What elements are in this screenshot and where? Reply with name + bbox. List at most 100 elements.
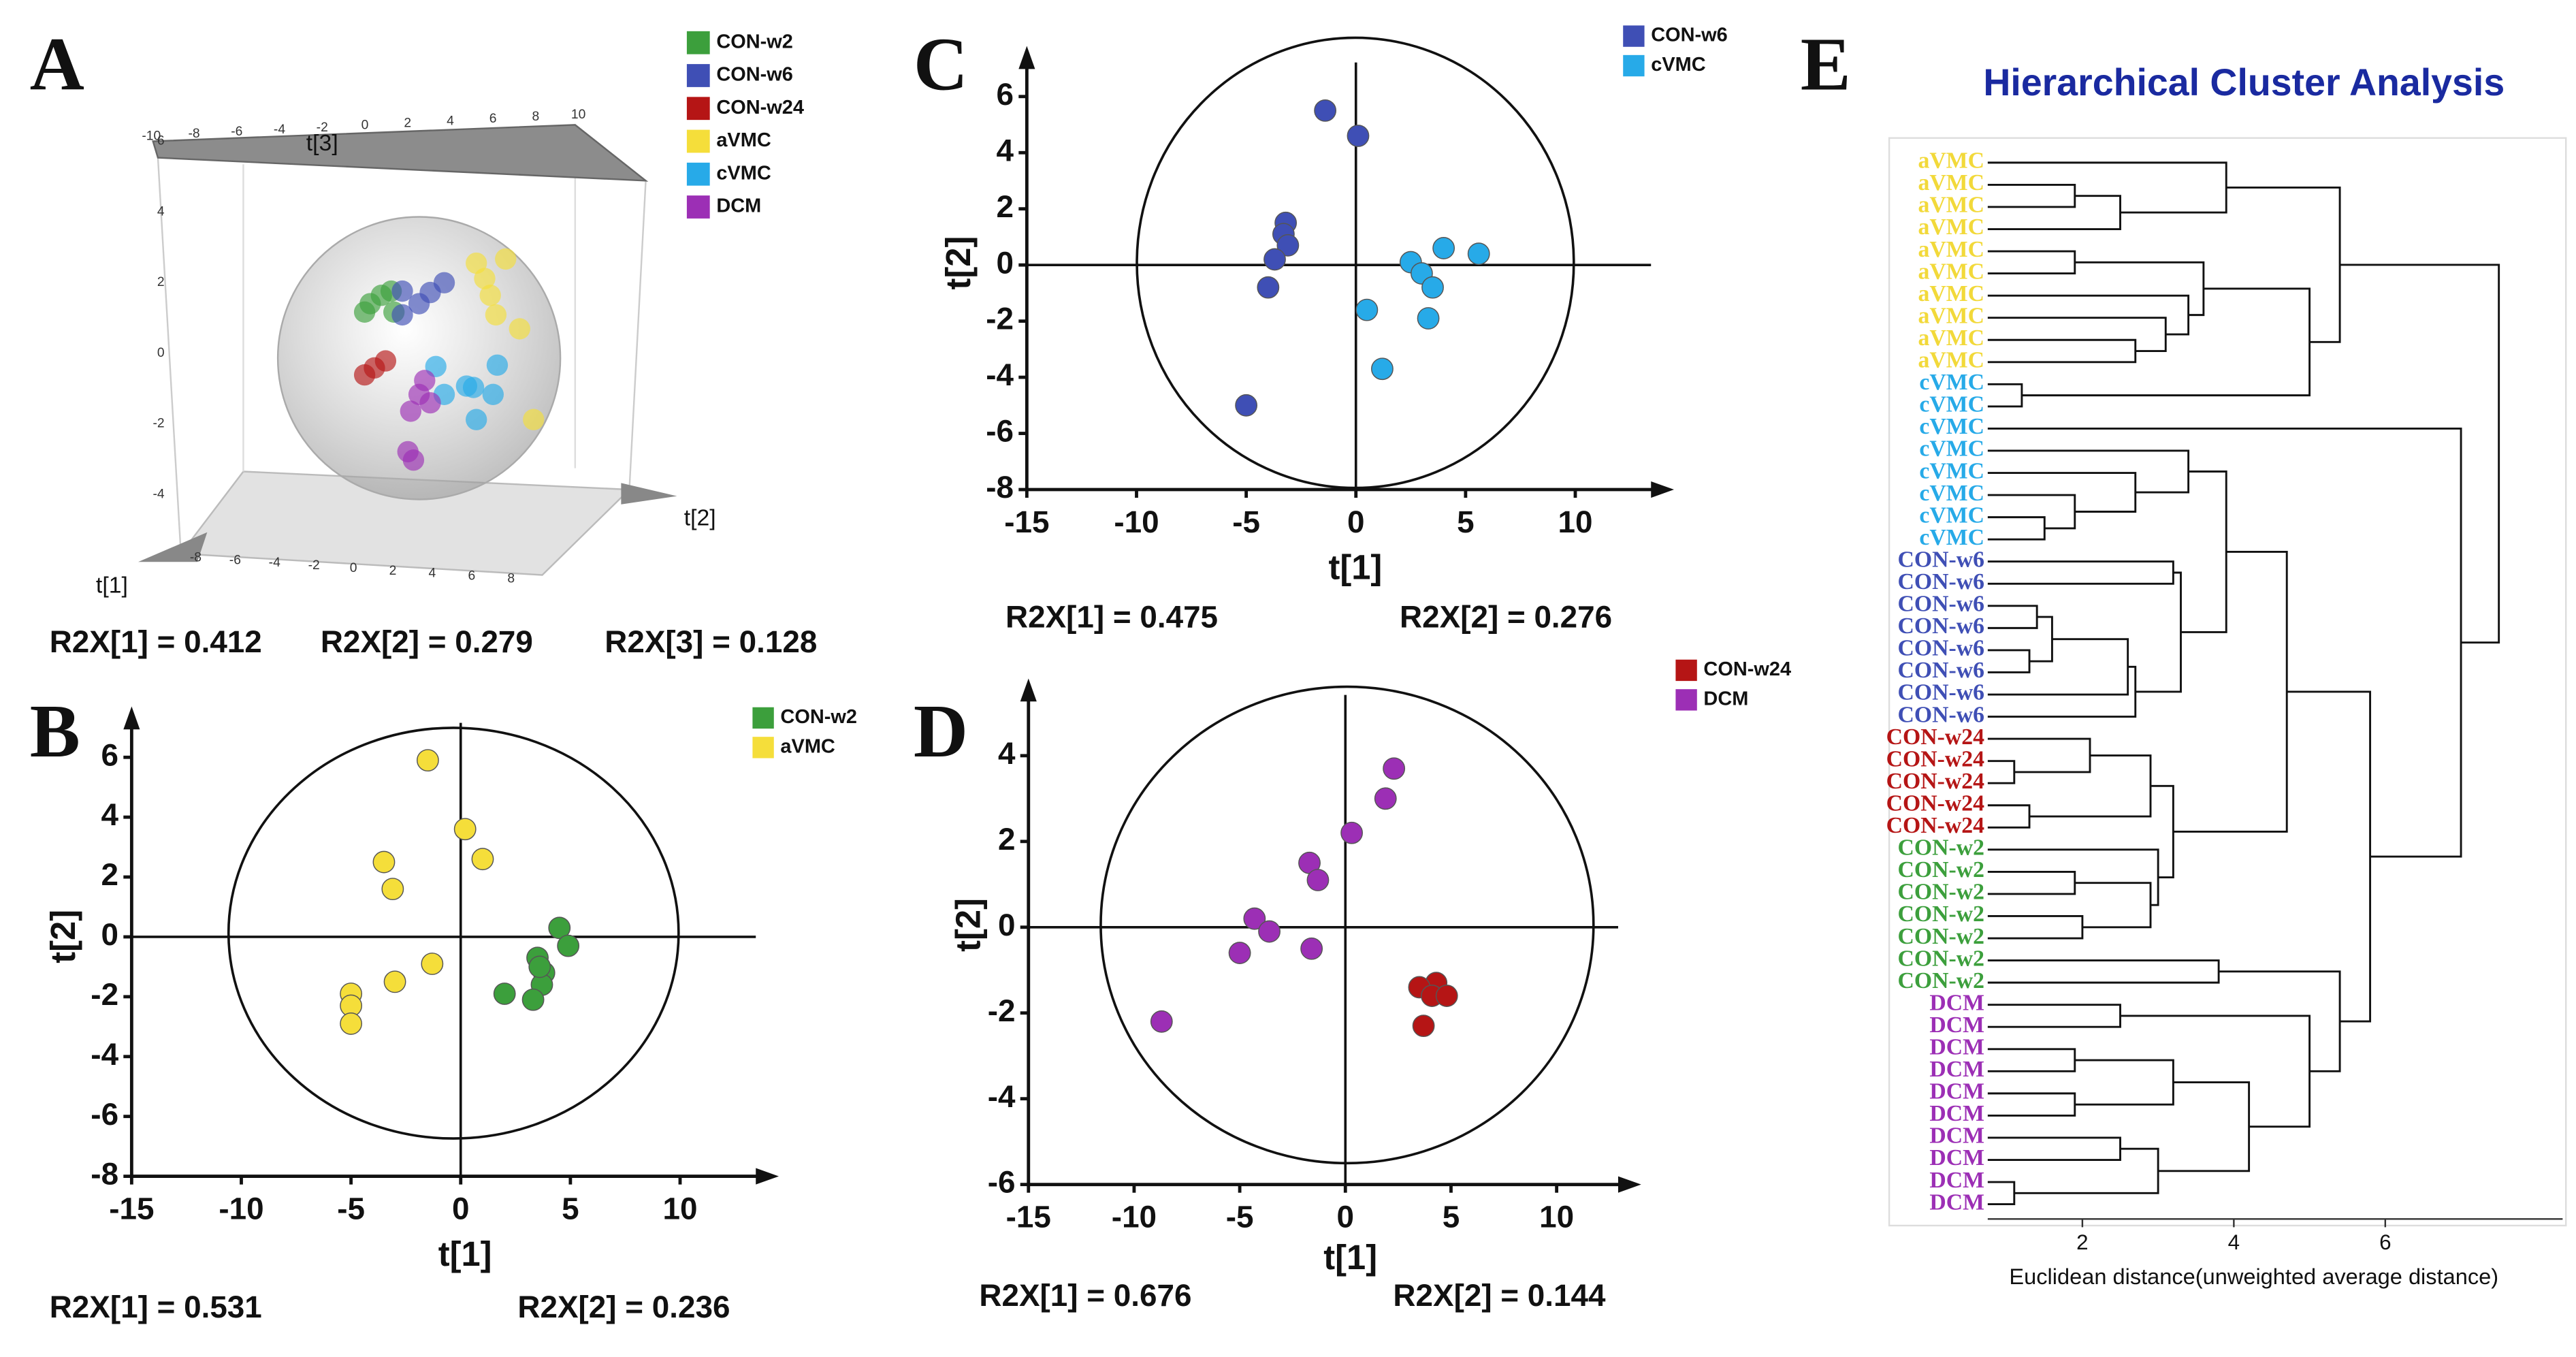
panel-letter: A <box>30 23 84 107</box>
leaf-label: DCM <box>1929 1079 1984 1104</box>
x-tick-label: -15 <box>1006 1199 1051 1234</box>
y-tick-label: 6 <box>489 112 497 126</box>
y-tick-label: 6 <box>997 77 1014 112</box>
dendrogram-link <box>1987 804 2031 829</box>
t2-ellipse <box>1099 685 1595 1165</box>
legend-swatch <box>686 97 710 121</box>
point <box>485 304 507 326</box>
y-tick-label: -2 <box>988 993 1016 1028</box>
y-tick-label: -8 <box>188 127 199 141</box>
point <box>414 370 436 392</box>
point <box>479 285 501 306</box>
leaf-label: cVMC <box>1919 481 1984 506</box>
y-tick-label: -4 <box>274 123 285 137</box>
leaf-label: DCM <box>1929 1035 1984 1060</box>
leaf-label: DCM <box>1929 1123 1984 1149</box>
y-tick-label: -6 <box>91 1097 118 1132</box>
point <box>419 392 441 414</box>
point <box>474 268 496 289</box>
x-tick-label: 4 <box>429 566 436 581</box>
dendrogram-link <box>2226 187 2341 343</box>
x-axis-label: t[1] <box>1323 1238 1377 1277</box>
axis-arrow <box>123 706 140 730</box>
leaf-label: CON-w2 <box>1897 924 1984 949</box>
point <box>340 1012 363 1035</box>
point <box>353 301 376 323</box>
point <box>466 409 487 430</box>
x-axis-label: t[1] <box>96 572 128 598</box>
x-tick-label: 8 <box>507 571 515 586</box>
annotation: R2X[3] = 0.128 <box>605 624 817 659</box>
dendrogram-link <box>1987 494 2076 530</box>
y-tick-label: -10 <box>142 129 161 143</box>
dendrogram-link <box>2158 1081 2251 1172</box>
y-tick-label: -6 <box>231 125 242 139</box>
annotation: R2X[2] = 0.144 <box>1393 1278 1606 1313</box>
dendrogram-link <box>1987 317 2167 352</box>
leaf-label: cVMC <box>1919 392 1984 417</box>
point <box>557 934 580 957</box>
leaf-label: aVMC <box>1918 348 1985 373</box>
point <box>1467 242 1490 266</box>
y-tick-label: 2 <box>998 822 1016 857</box>
x-tick-label: 0 <box>452 1191 470 1226</box>
point <box>1347 125 1370 147</box>
leaf-label: aVMC <box>1918 237 1985 262</box>
y-axis-label: t[2] <box>939 236 978 290</box>
dendrogram-link <box>1987 1048 2076 1072</box>
legend-label: CON-w6 <box>716 64 793 86</box>
box-edge <box>157 157 182 554</box>
dendrogram-link <box>2135 571 2182 693</box>
leaf-label: CON-w2 <box>1897 857 1984 882</box>
legend-swatch <box>686 64 710 87</box>
annotation: R2X[1] = 0.676 <box>979 1278 1191 1313</box>
x-axis-label: Euclidean distance(unweighted average di… <box>2009 1264 2498 1289</box>
leaf-label: cVMC <box>1919 525 1984 550</box>
x-axis-label: t[1] <box>438 1234 492 1273</box>
y-axis-label: t[2] <box>684 505 716 530</box>
x-tick-label: -4 <box>269 556 280 570</box>
legend-swatch <box>752 737 774 759</box>
leaf-label: DCM <box>1929 1057 1984 1082</box>
x-tick-label: -15 <box>1004 505 1049 539</box>
y-tick-label: 4 <box>101 797 119 832</box>
axis-arrow <box>621 483 677 505</box>
z-tick-label: 4 <box>157 204 165 219</box>
legend-label: CON-w2 <box>716 31 793 52</box>
y-tick-label: 0 <box>101 917 119 952</box>
dendrogram-link <box>2074 1059 2174 1106</box>
dendrogram-link <box>1987 638 2129 696</box>
point <box>1374 787 1397 810</box>
dendrogram-link <box>1987 870 2076 895</box>
dendrogram-link <box>2287 690 2372 1023</box>
leaf-label: aVMC <box>1918 325 1985 351</box>
x-tick-label: 0 <box>1337 1199 1355 1234</box>
z-tick-label: 6 <box>157 134 165 148</box>
y-tick-label: -2 <box>317 121 328 135</box>
legend-label: DCM <box>1703 688 1748 710</box>
legend-swatch <box>1623 25 1645 47</box>
x-tick-label: 5 <box>1443 1199 1460 1234</box>
leaf-label: aVMC <box>1918 259 1985 284</box>
legend-swatch <box>1675 659 1697 682</box>
dendrogram-link <box>1987 848 2159 906</box>
point <box>1258 920 1281 943</box>
x-tick-label: 0 <box>350 561 357 575</box>
leaf-label: aVMC <box>1918 214 1985 240</box>
point <box>1243 907 1266 930</box>
dendrogram-link <box>1987 1004 2121 1028</box>
point <box>1417 307 1440 330</box>
annotation: R2X[2] = 0.276 <box>1400 600 1612 635</box>
point <box>1306 869 1330 891</box>
y-tick-label: 4 <box>998 736 1016 771</box>
dendrogram-link <box>1987 1136 2121 1161</box>
y-tick-label: 0 <box>998 908 1016 942</box>
point <box>400 400 421 422</box>
legend-label: aVMC <box>716 129 771 151</box>
y-tick-label: 0 <box>361 118 369 133</box>
y-tick-label: 6 <box>101 737 119 772</box>
dendrogram-link <box>1987 449 2190 494</box>
dendrogram-frame <box>1888 137 2567 1227</box>
point <box>1228 942 1251 964</box>
leaf-label: CON-w2 <box>1897 835 1984 861</box>
